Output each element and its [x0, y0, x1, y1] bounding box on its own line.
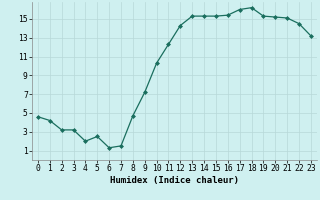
X-axis label: Humidex (Indice chaleur): Humidex (Indice chaleur) [110, 176, 239, 185]
